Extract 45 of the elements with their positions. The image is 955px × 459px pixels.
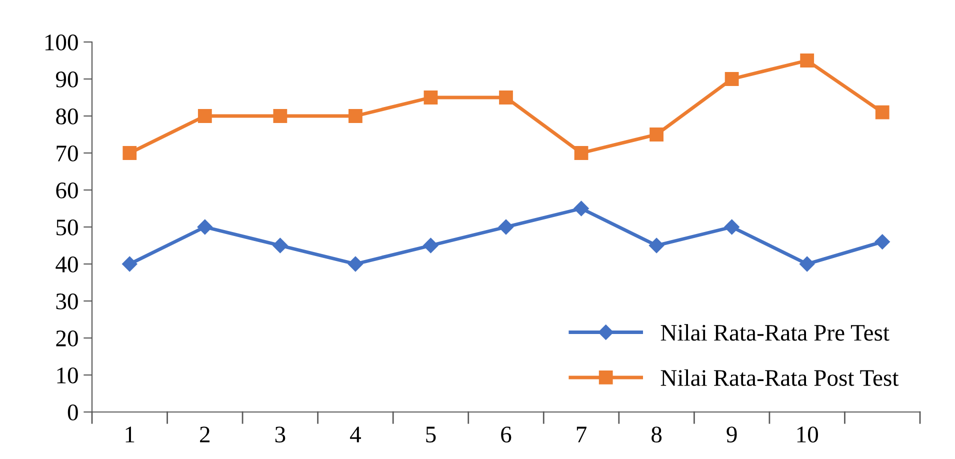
point [348, 256, 364, 272]
x-tick-label: 8 [652, 426, 662, 443]
x-tick-label: 9 [726, 426, 737, 443]
point [574, 200, 589, 216]
point [800, 256, 815, 272]
x-tick-label: 10 [797, 426, 818, 443]
y-tick-label: 100 [45, 34, 78, 50]
point [875, 105, 890, 120]
y-tick-label: 70 [56, 145, 78, 162]
point [122, 256, 138, 272]
y-tick-label: 10 [57, 367, 78, 384]
x-tick-label: 2 [200, 426, 210, 442]
point [122, 146, 137, 160]
point [498, 219, 514, 235]
legend-label: Nilai Rata-Rata Post Test [660, 369, 899, 386]
y-tick-label: 20 [56, 330, 78, 346]
y-tick-label: 40 [56, 256, 78, 272]
point [273, 109, 288, 123]
legend-label: Nilai Rata-Rata Pre Test [660, 324, 890, 341]
y-tick-label: 80 [56, 108, 78, 124]
point [198, 109, 212, 123]
point [874, 234, 890, 250]
point [724, 219, 740, 235]
x-tick-label: 5 [426, 426, 436, 443]
point [650, 128, 664, 142]
point [574, 146, 588, 160]
y-tick-label: 0 [68, 404, 78, 420]
x-tick-label: 3 [275, 426, 286, 443]
point [499, 90, 513, 104]
y-tick-label: 60 [56, 182, 78, 198]
point [197, 219, 212, 235]
point [724, 72, 739, 86]
point [423, 238, 438, 254]
point [272, 238, 288, 254]
x-tick-label: 6 [501, 426, 512, 443]
y-tick-label: 90 [56, 71, 78, 88]
point [348, 109, 362, 123]
y-tick-label: 30 [56, 293, 78, 310]
x-tick-label: 1 [126, 426, 134, 442]
x-tick-label: 4 [350, 426, 361, 442]
point [648, 238, 664, 254]
point [800, 54, 814, 68]
x-tick-label: 7 [576, 426, 586, 442]
y-tick-label: 50 [56, 219, 78, 236]
point [424, 90, 438, 104]
